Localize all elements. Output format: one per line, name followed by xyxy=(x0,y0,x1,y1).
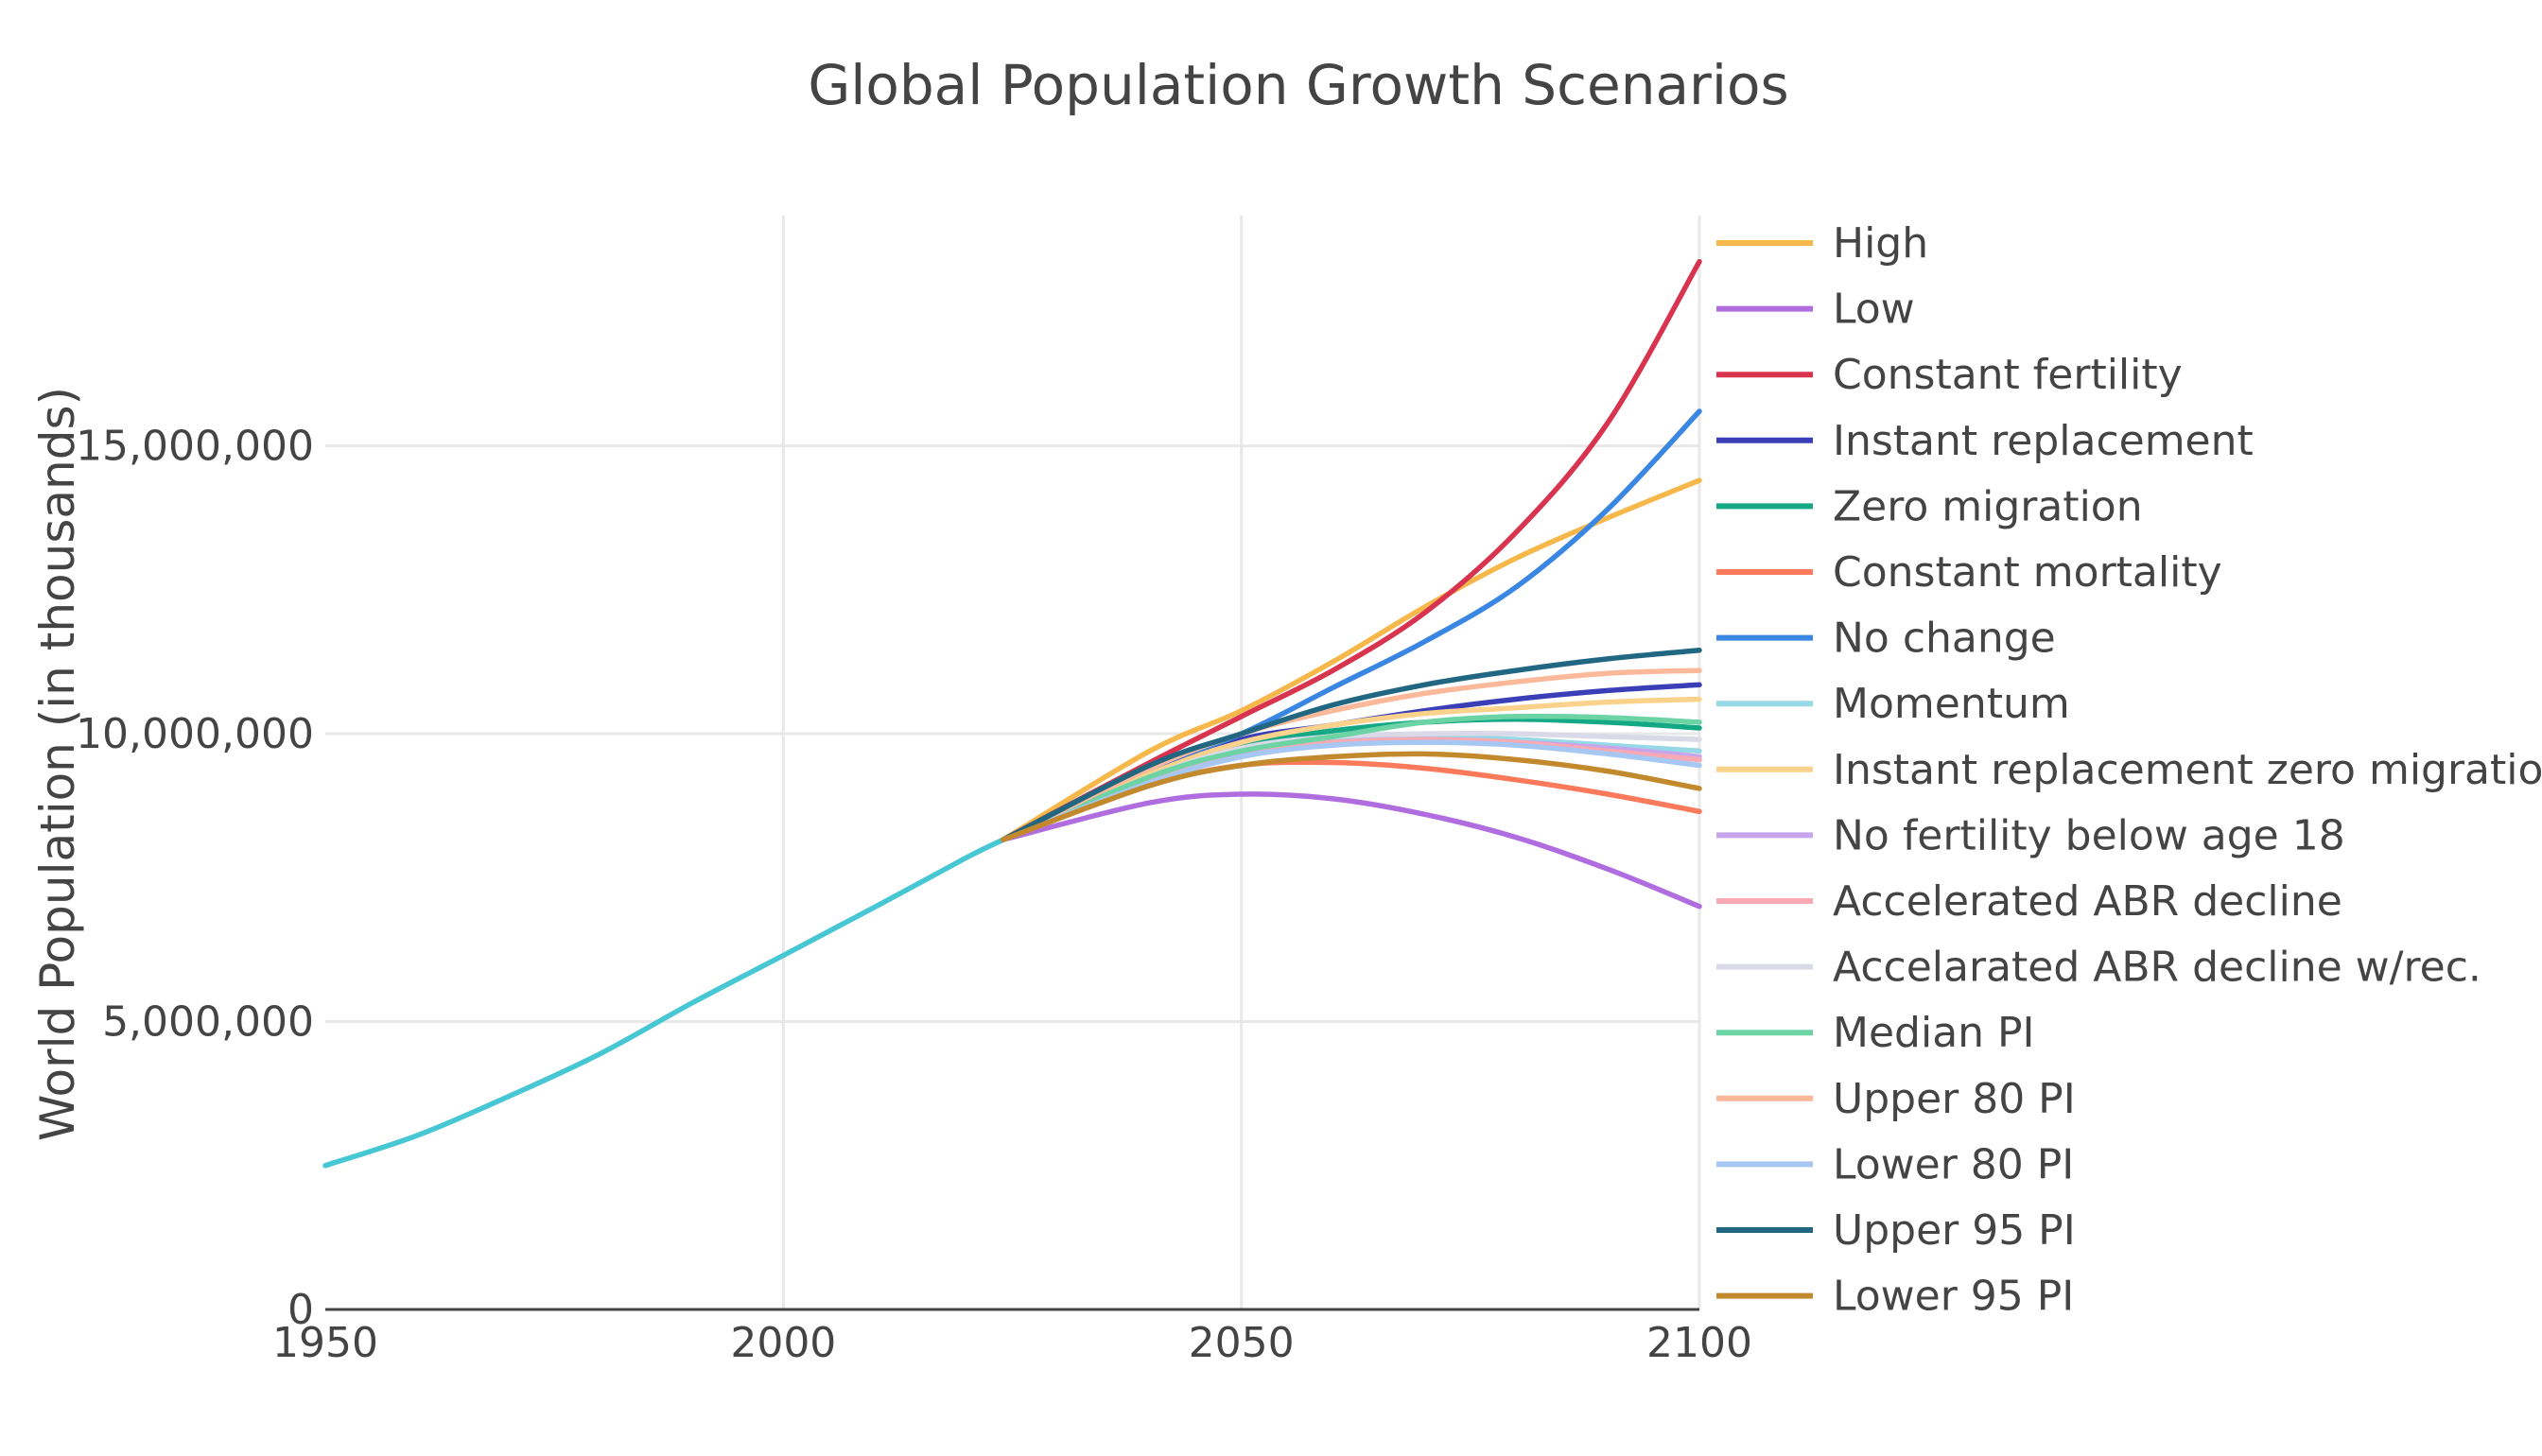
legend-label: No change xyxy=(1833,615,2056,663)
legend-label: Momentum xyxy=(1833,680,2070,728)
legend-item-lower-80-pi[interactable]: Lower 80 PI xyxy=(1716,1140,2074,1188)
chart-title: Global Population Growth Scenarios xyxy=(808,53,1788,117)
series-line-upper-95-pi xyxy=(1001,648,1702,842)
legend-label: Upper 80 PI xyxy=(1833,1075,2076,1123)
y-tick-label: 5,000,000 xyxy=(102,998,314,1047)
series-line-accelerated-abr-decline xyxy=(1001,737,1702,842)
legend-label: Constant mortality xyxy=(1833,548,2222,597)
legend-item-high[interactable]: High xyxy=(1716,219,1928,268)
series-line-constant-fertility xyxy=(1001,258,1702,842)
legend-label: Constant fertility xyxy=(1833,351,2183,399)
legend-label: No fertility below age 18 xyxy=(1833,811,2345,859)
legend-label: Median PI xyxy=(1833,1009,2035,1057)
legend-item-median-pi[interactable]: Median PI xyxy=(1716,1009,2035,1057)
legend-item-accelerated-abr-decline[interactable]: Accelerated ABR decline xyxy=(1716,877,2342,926)
y-tick-label: 0 xyxy=(287,1286,314,1334)
series-line-upper-80-pi xyxy=(1001,667,1702,842)
series-line-median-pi xyxy=(1001,713,1702,842)
grid-lines xyxy=(325,216,1701,1309)
y-axis-ticks: 0 5,000,000 10,000,000 15,000,000 xyxy=(76,423,314,1334)
legend-label: Low xyxy=(1833,286,1915,334)
legend-label: Instant replacement zero migration xyxy=(1833,746,2542,794)
legend-label: Lower 95 PI xyxy=(1833,1273,2074,1321)
legend-label: Accelerated ABR decline xyxy=(1833,877,2342,926)
x-tick-label: 2100 xyxy=(1646,1319,1752,1367)
legend-label: Zero migration xyxy=(1833,482,2143,530)
x-tick-label: 2000 xyxy=(730,1319,836,1367)
legend-item-instant-replacement[interactable]: Instant replacement xyxy=(1716,417,2254,465)
x-tick-label: 1950 xyxy=(272,1319,378,1367)
legend-item-zero-migration[interactable]: Zero migration xyxy=(1716,482,2143,530)
legend-label: Accelarated ABR decline w/rec. xyxy=(1833,944,2481,992)
x-tick-label: 2050 xyxy=(1189,1319,1295,1367)
legend-item-momentum[interactable]: Momentum xyxy=(1716,680,2070,728)
series-line-lower-80-pi xyxy=(1001,739,1702,842)
y-tick-label: 10,000,000 xyxy=(76,710,314,758)
legend-label: Upper 95 PI xyxy=(1833,1206,2076,1255)
series-line-lower-95-pi xyxy=(1001,751,1702,842)
legend-item-upper-95-pi[interactable]: Upper 95 PI xyxy=(1716,1206,2076,1255)
series-line-low xyxy=(1001,791,1702,910)
series-lines xyxy=(322,258,1702,1169)
legend[interactable]: High Low Constant fertility Instant replace… xyxy=(1716,219,2542,1321)
series-line-historical xyxy=(322,837,1006,1169)
legend-item-constant-mortality[interactable]: Constant mortality xyxy=(1716,548,2222,597)
legend-label: Instant replacement xyxy=(1833,417,2254,465)
legend-label: Lower 80 PI xyxy=(1833,1140,2074,1188)
legend-item-lower-95-pi[interactable]: Lower 95 PI xyxy=(1716,1273,2074,1321)
legend-label: High xyxy=(1833,219,1928,268)
legend-item-no-change[interactable]: No change xyxy=(1716,615,2056,663)
legend-item-accelarated-abr-decline-w-rec[interactable]: Accelarated ABR decline w/rec. xyxy=(1716,944,2481,992)
y-axis-label: World Population (in thousands) xyxy=(30,387,85,1141)
legend-item-low[interactable]: Low xyxy=(1716,286,1915,334)
legend-item-no-fertility-below-age-18[interactable]: No fertility below age 18 xyxy=(1716,811,2345,859)
y-tick-label: 15,000,000 xyxy=(76,423,314,471)
legend-item-upper-80-pi[interactable]: Upper 80 PI xyxy=(1716,1075,2076,1123)
legend-item-instant-replacement-zero-migration[interactable]: Instant replacement zero migration xyxy=(1716,746,2542,794)
x-axis-ticks: 1950 2000 2050 2100 xyxy=(272,1319,1752,1367)
legend-item-constant-fertility[interactable]: Constant fertility xyxy=(1716,351,2183,399)
